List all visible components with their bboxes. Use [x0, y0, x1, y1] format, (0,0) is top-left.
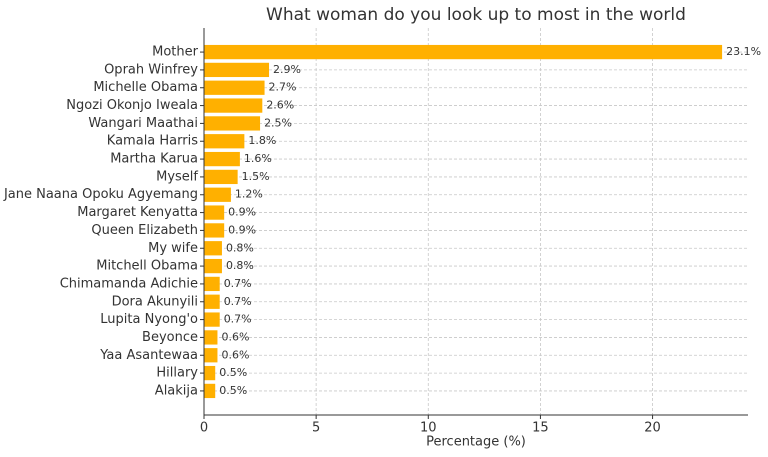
x-tick-label: 15: [532, 421, 549, 436]
bar: [204, 223, 225, 238]
bar: [204, 205, 225, 220]
x-tick-label: 20: [644, 421, 661, 436]
bar: [204, 383, 216, 399]
value-label: 1.8%: [248, 134, 276, 147]
y-tick-label: Martha Karua: [110, 152, 198, 167]
chart-title: What woman do you look up to most in the…: [266, 5, 686, 25]
x-tick-label: 5: [312, 421, 320, 436]
value-label: 0.6%: [221, 330, 249, 343]
value-label: 0.7%: [224, 277, 252, 290]
y-tick-label: My wife: [148, 241, 198, 256]
value-label: 2.7%: [269, 81, 297, 94]
y-tick-label: Dora Akunyili: [112, 294, 198, 309]
y-tick-label: Hillary: [156, 366, 198, 381]
bar: [204, 151, 240, 167]
value-label: 0.7%: [224, 313, 252, 326]
value-label: 0.8%: [226, 259, 254, 272]
bar: [204, 294, 220, 309]
bar: [204, 276, 220, 292]
x-tick-label: 10: [420, 421, 437, 436]
value-label: 0.6%: [221, 348, 249, 361]
bar: [204, 80, 265, 95]
y-tick-label: Yaa Asantewaa: [99, 348, 198, 363]
value-label: 0.7%: [224, 295, 252, 308]
bar: [204, 187, 231, 202]
y-tick-label: Queen Elizabeth: [91, 223, 198, 238]
bar: [204, 44, 723, 60]
y-tick-label: Michelle Obama: [93, 80, 198, 95]
y-tick-label: Beyonce: [142, 330, 198, 345]
value-label: 2.6%: [266, 99, 294, 112]
bar: [204, 116, 261, 131]
value-label: 0.5%: [219, 366, 247, 379]
y-tick-label: Ngozi Okonjo Iweala: [66, 98, 198, 113]
y-tick-label: Mitchell Obama: [96, 259, 198, 274]
bar: [204, 330, 218, 345]
y-tick-label: Mother: [152, 45, 199, 60]
value-label: 1.6%: [244, 152, 272, 165]
value-label: 2.9%: [273, 63, 301, 76]
value-label: 0.8%: [226, 241, 254, 254]
y-tick-label: Myself: [156, 169, 198, 184]
y-tick-label: Jane Naana Opoku Agyemang: [3, 187, 198, 202]
y-tick-label: Lupita Nyong'o: [100, 312, 198, 327]
y-tick-label: Kamala Harris: [107, 134, 198, 149]
bar: [204, 169, 238, 185]
y-tick-label: Oprah Winfrey: [104, 62, 198, 77]
bar: [204, 312, 220, 327]
value-label: 23.1%: [726, 45, 761, 58]
bar: [204, 134, 245, 149]
bar: [204, 241, 222, 256]
bar: [204, 348, 218, 363]
value-label: 1.5%: [242, 170, 270, 183]
bar: [204, 62, 270, 78]
x-tick-label: 0: [200, 421, 208, 436]
y-tick-label: Margaret Kenyatta: [77, 205, 198, 220]
value-label: 2.5%: [264, 116, 292, 129]
value-label: 0.9%: [228, 223, 256, 236]
y-tick-label: Chimamanda Adichie: [60, 276, 198, 291]
bar: [204, 98, 263, 113]
value-label: 0.9%: [228, 206, 256, 219]
value-label: 1.2%: [235, 188, 263, 201]
x-axis-label: Percentage (%): [426, 435, 526, 450]
y-tick-label: Alakija: [155, 383, 198, 398]
bar: [204, 258, 222, 274]
bar: [204, 365, 216, 381]
value-label: 0.5%: [219, 384, 247, 397]
y-tick-label: Wangari Maathai: [88, 116, 198, 131]
